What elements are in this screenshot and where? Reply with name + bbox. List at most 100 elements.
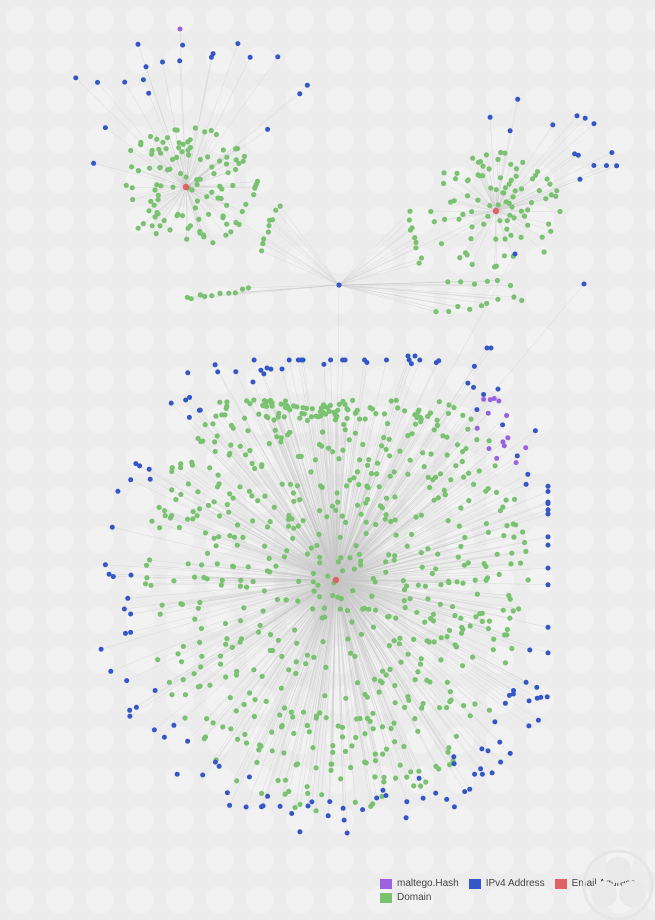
domain-node[interactable] [404,583,409,588]
domain-node[interactable] [234,672,239,677]
domain-node[interactable] [309,545,314,550]
ipv4-node[interactable] [614,163,619,168]
domain-node[interactable] [504,227,509,232]
domain-node[interactable] [314,543,319,548]
domain-node[interactable] [501,190,506,195]
domain-node[interactable] [358,559,363,564]
domain-node[interactable] [526,577,531,582]
domain-node[interactable] [224,155,229,160]
domain-node[interactable] [276,414,281,419]
domain-node[interactable] [355,680,360,685]
domain-node[interactable] [445,452,450,457]
domain-node[interactable] [505,627,510,632]
ipv4-node[interactable] [122,607,127,612]
domain-node[interactable] [245,428,250,433]
domain-node[interactable] [413,245,418,250]
domain-node[interactable] [169,469,174,474]
domain-node[interactable] [128,148,133,153]
domain-node[interactable] [435,423,440,428]
domain-node[interactable] [460,459,465,464]
domain-node[interactable] [191,509,196,514]
domain-node[interactable] [290,714,295,719]
domain-node[interactable] [340,448,345,453]
ipv4-node[interactable] [248,55,253,60]
domain-node[interactable] [176,651,181,656]
domain-node[interactable] [387,643,392,648]
ipv4-node[interactable] [261,371,266,376]
domain-node[interactable] [314,765,319,770]
domain-node[interactable] [392,494,397,499]
domain-node[interactable] [469,417,474,422]
domain-node[interactable] [453,463,458,468]
domain-node[interactable] [416,583,421,588]
ipv4-node[interactable] [103,125,108,130]
domain-node[interactable] [186,226,191,231]
domain-node[interactable] [419,513,424,518]
domain-node[interactable] [281,750,286,755]
domain-node[interactable] [320,405,325,410]
domain-node[interactable] [141,221,146,226]
domain-node[interactable] [260,674,265,679]
domain-node[interactable] [303,661,308,666]
ipv4-node[interactable] [527,648,532,653]
domain-node[interactable] [507,616,512,621]
domain-node[interactable] [493,237,498,242]
domain-node[interactable] [270,748,275,753]
ipv4-node[interactable] [434,360,439,365]
domain-node[interactable] [336,456,341,461]
ipv4-node[interactable] [251,380,256,385]
domain-node[interactable] [392,638,397,643]
domain-node[interactable] [160,140,165,145]
domain-node[interactable] [150,223,155,228]
domain-node[interactable] [487,619,492,624]
domain-node[interactable] [397,449,402,454]
domain-node[interactable] [320,429,325,434]
domain-node[interactable] [310,745,315,750]
domain-node[interactable] [181,677,186,682]
domain-node[interactable] [470,655,475,660]
ipv4-node[interactable] [374,796,379,801]
domain-node[interactable] [264,414,269,419]
ipv4-node[interactable] [545,694,550,699]
domain-node[interactable] [426,475,431,480]
domain-node[interactable] [462,535,467,540]
domain-node[interactable] [218,662,223,667]
domain-node[interactable] [454,579,459,584]
domain-node[interactable] [317,560,322,565]
ipv4-node[interactable] [127,708,132,713]
domain-node[interactable] [273,428,278,433]
domain-node[interactable] [463,446,468,451]
domain-node[interactable] [411,783,416,788]
domain-node[interactable] [383,570,388,575]
domain-node[interactable] [197,230,202,235]
ipv4-node[interactable] [538,695,543,700]
domain-node[interactable] [194,177,199,182]
domain-node[interactable] [491,647,496,652]
domain-node[interactable] [418,783,423,788]
domain-node[interactable] [366,607,371,612]
domain-node[interactable] [301,518,306,523]
domain-node[interactable] [205,551,210,556]
domain-node[interactable] [514,166,519,171]
domain-node[interactable] [408,769,413,774]
domain-node[interactable] [520,160,525,165]
domain-node[interactable] [470,262,475,267]
domain-node[interactable] [148,583,153,588]
domain-node[interactable] [366,457,371,462]
domain-node[interactable] [203,422,208,427]
domain-node[interactable] [167,167,172,172]
ipv4-node[interactable] [265,794,270,799]
ipv4-node[interactable] [211,51,216,56]
domain-node[interactable] [392,553,397,558]
domain-node[interactable] [278,204,283,209]
ipv4-node[interactable] [486,748,491,753]
domain-node[interactable] [305,418,310,423]
domain-node[interactable] [291,526,296,531]
domain-node[interactable] [510,194,515,199]
domain-node[interactable] [292,627,297,632]
domain-node[interactable] [508,561,513,566]
domain-node[interactable] [353,431,358,436]
domain-node[interactable] [353,800,358,805]
domain-node[interactable] [518,561,523,566]
ipv4-node[interactable] [503,701,508,706]
